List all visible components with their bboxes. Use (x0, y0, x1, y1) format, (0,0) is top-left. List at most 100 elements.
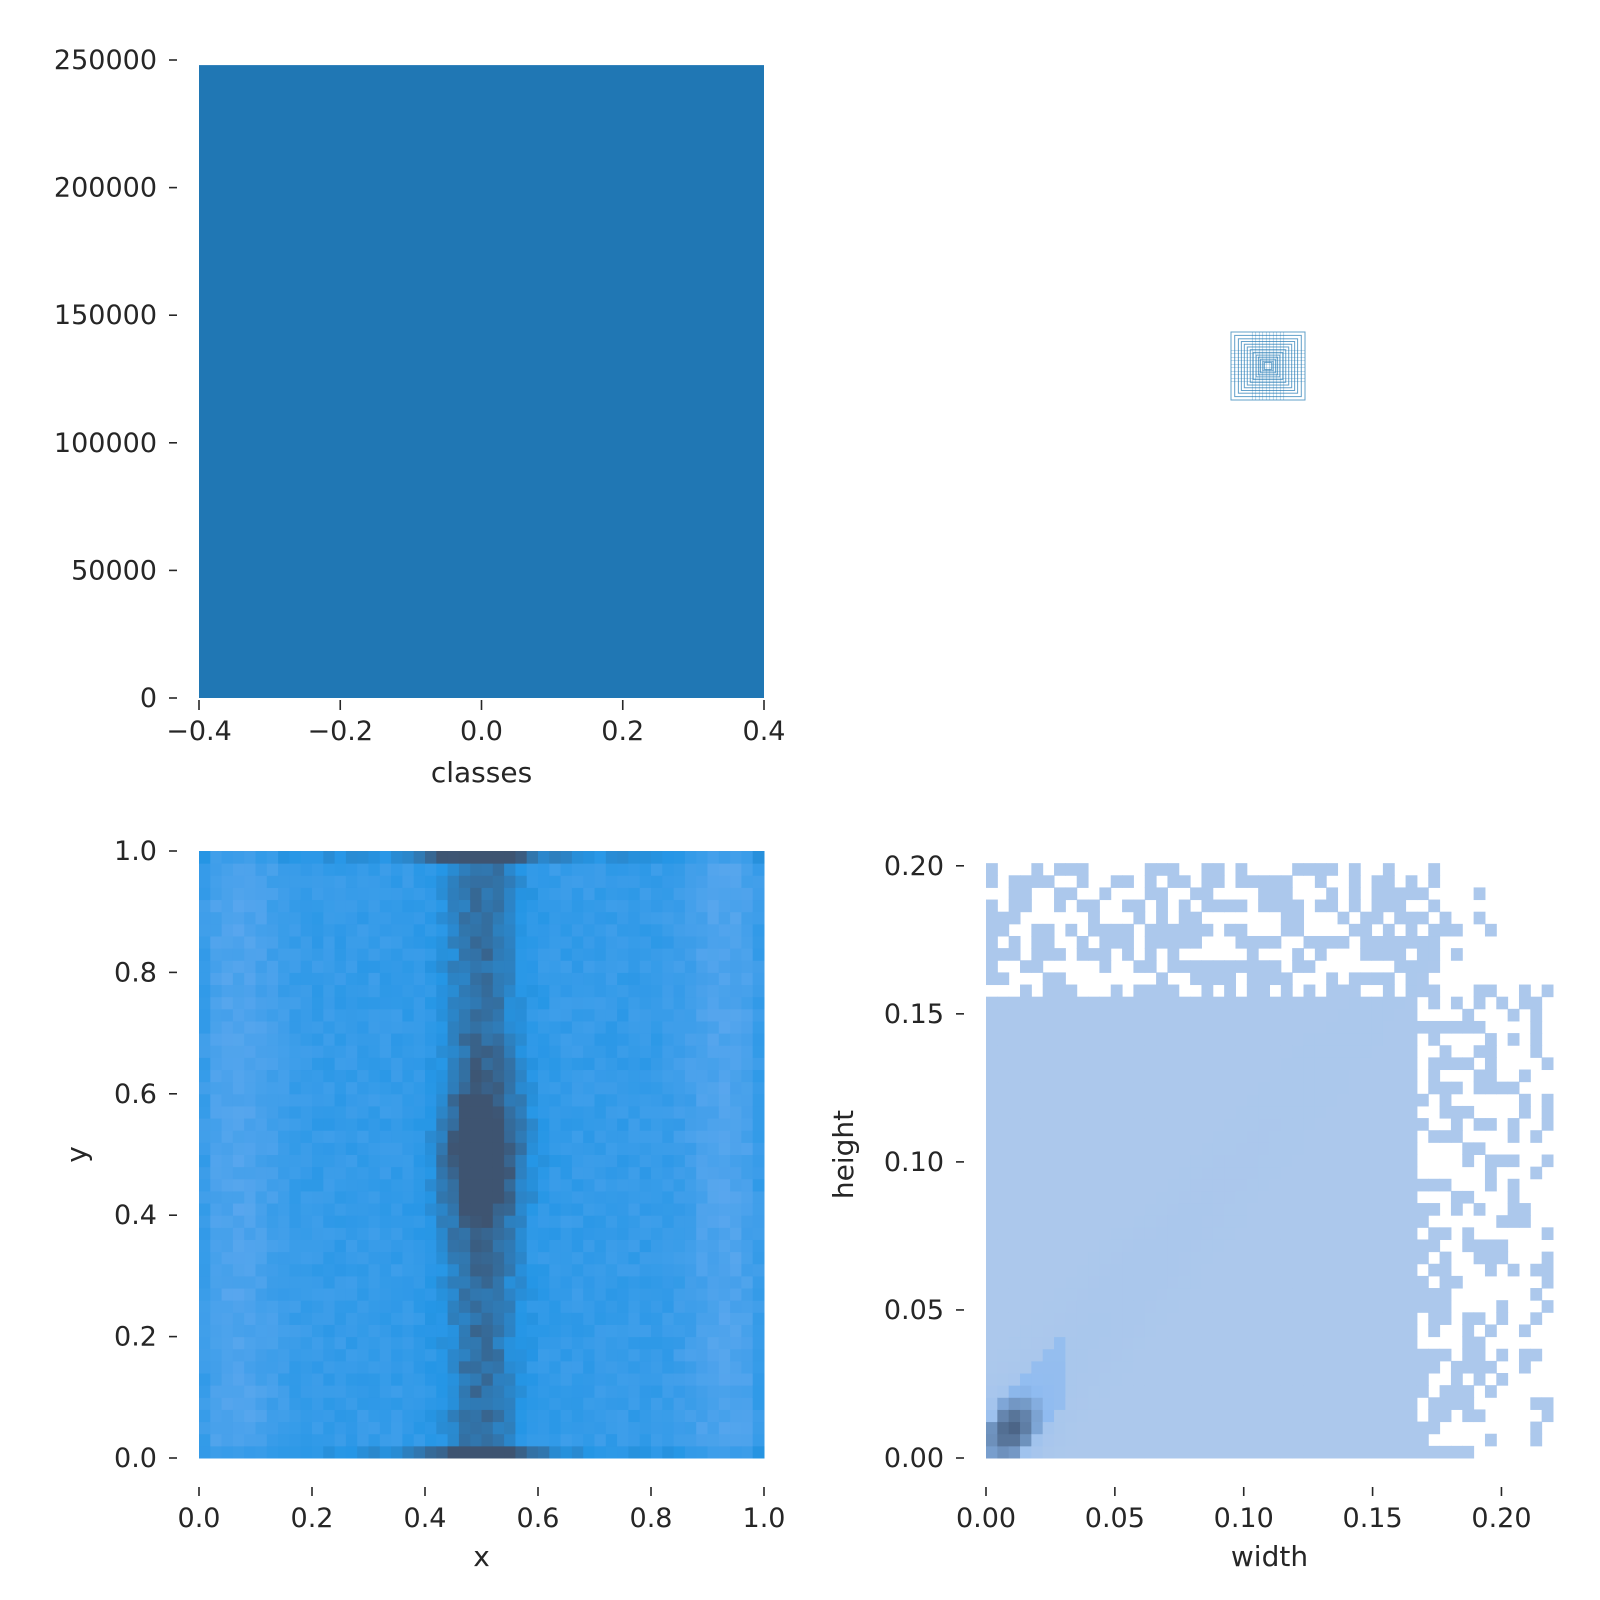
heatmap-cell (492, 1166, 505, 1180)
heatmap-cell (1031, 1433, 1044, 1447)
heatmap-cell (730, 1008, 742, 1022)
heatmap-cell (312, 1360, 324, 1374)
heatmap-cell (515, 984, 528, 998)
heatmap-cell (1224, 1373, 1236, 1386)
heatmap-cell (605, 1190, 618, 1204)
heatmap-cell (334, 875, 347, 888)
heatmap-cell (538, 1033, 550, 1046)
heatmap-cell (986, 1166, 998, 1180)
heatmap-cell (266, 1360, 279, 1374)
heatmap-cell (210, 1190, 223, 1204)
heatmap-cell (583, 1300, 595, 1313)
heatmap-cell (458, 1251, 471, 1265)
heatmap-cell (391, 911, 403, 925)
heatmap-cell (515, 863, 528, 876)
heatmap-cell (470, 1445, 482, 1459)
heatmap-cell (583, 935, 595, 949)
heatmap-cell (1031, 1093, 1044, 1107)
heatmap-cell (538, 960, 550, 973)
heatmap-cell (673, 1081, 686, 1095)
heatmap-cell (1008, 1008, 1021, 1022)
heatmap-cell (560, 1385, 573, 1398)
heatmap-cell (312, 948, 324, 961)
heatmap-cell (1088, 1433, 1100, 1447)
heatmap-cell (1156, 935, 1168, 949)
heatmap-cell (594, 875, 607, 888)
heatmap-cell (1099, 923, 1112, 937)
heatmap-cell (1201, 1215, 1214, 1228)
heatmap-cell (1337, 1385, 1350, 1398)
heatmap-cell (673, 1275, 686, 1289)
heatmap-cell (1042, 875, 1055, 888)
heatmap-cell (1167, 935, 1180, 949)
heatmap-cell (538, 1263, 550, 1277)
heatmap-cell (1348, 972, 1361, 986)
heatmap-cell (560, 948, 573, 961)
heatmap-cell (1110, 1215, 1123, 1228)
heatmap-cell (986, 1142, 998, 1155)
heatmap-cell (345, 1275, 358, 1289)
heatmap-cell (379, 1166, 392, 1180)
heatmap-cell (583, 1348, 595, 1362)
heatmap-cell (266, 887, 279, 901)
heatmap-cell (379, 1203, 392, 1216)
heatmap-cell (255, 1130, 268, 1143)
heatmap-cell (255, 1142, 268, 1155)
heatmap-cell (673, 1045, 686, 1058)
heatmap-cell (199, 1263, 211, 1277)
heatmap-cell (583, 960, 595, 973)
heatmap-cell (1269, 1130, 1282, 1143)
heatmap-cell (986, 1348, 998, 1362)
heatmap-cell (447, 1057, 460, 1071)
heatmap-cell (278, 1251, 290, 1265)
heatmap-cell (617, 1215, 629, 1228)
heatmap-cell (345, 1190, 358, 1204)
heatmap-cell (1280, 1433, 1293, 1447)
heatmap-cell (526, 1300, 539, 1313)
heatmap-cell (1110, 1130, 1123, 1143)
heatmap-cell (1167, 1397, 1180, 1410)
heatmap-cell (334, 1166, 347, 1180)
heatmap-cell (447, 1166, 460, 1180)
heatmap-cell (1326, 984, 1339, 998)
heatmap-cell (730, 1118, 742, 1131)
heatmap-cell (583, 1445, 595, 1459)
heatmap-cell (1008, 1081, 1021, 1095)
heatmap-cell (210, 1057, 223, 1071)
heatmap-cell (1507, 1008, 1520, 1022)
heatmap-cell (1246, 1433, 1259, 1447)
heatmap-cell (628, 1263, 641, 1277)
heatmap-cell (583, 1373, 595, 1386)
heatmap-cell (696, 1385, 708, 1398)
heatmap-cell (266, 1020, 279, 1034)
heatmap-cell (1246, 1263, 1259, 1277)
heatmap-cell (210, 899, 223, 913)
heatmap-cell (1280, 1093, 1293, 1107)
heatmap-cell (1246, 1142, 1259, 1155)
heatmap-cell (1144, 1093, 1157, 1107)
heatmap-cell (628, 1312, 641, 1325)
heatmap-cell (651, 960, 663, 973)
heatmap-cell (1269, 875, 1282, 888)
heatmap-cell (379, 1142, 392, 1155)
heatmap-cell (1008, 887, 1021, 901)
heatmap-cell (1110, 1045, 1123, 1058)
heatmap-cell (1122, 1373, 1134, 1386)
heatmap-cell (232, 1360, 245, 1374)
heatmap-cell (549, 1300, 562, 1313)
heatmap-cell (345, 1069, 358, 1083)
heatmap-cell (1110, 984, 1123, 998)
heatmap-cell (571, 875, 584, 888)
heatmap-cell (1530, 1263, 1543, 1277)
heatmap-cell (1054, 1008, 1066, 1022)
heatmap-cell (1144, 1433, 1157, 1447)
heatmap-cell (210, 1275, 223, 1289)
heatmap-cell (651, 1373, 663, 1386)
heatmap-cell (560, 1421, 573, 1435)
heatmap-cell (1042, 1093, 1055, 1107)
heatmap-cell (1167, 1190, 1180, 1204)
heatmap-cell (1224, 1288, 1236, 1301)
heatmap-cell (1031, 1190, 1044, 1204)
heatmap-cell (639, 887, 652, 901)
heatmap-cell (1110, 1263, 1123, 1277)
